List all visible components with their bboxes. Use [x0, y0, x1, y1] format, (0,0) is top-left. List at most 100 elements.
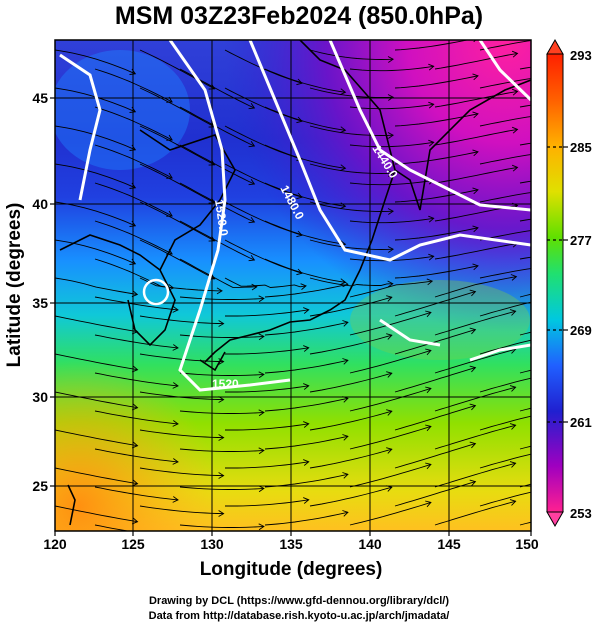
- streamline-arrowhead: [386, 333, 393, 340]
- streamline-arrowhead: [387, 246, 394, 253]
- streamline: [264, 182, 346, 207]
- streamline: [309, 87, 394, 98]
- streamline-arrowhead: [342, 472, 349, 479]
- streamline-arrowhead: [425, 500, 432, 508]
- streamline-arrowhead: [428, 253, 435, 261]
- streamline-arrowhead: [258, 409, 265, 417]
- streamline-arrowhead: [472, 111, 479, 119]
- streamline: [394, 367, 476, 393]
- streamline-arrowhead: [342, 396, 349, 403]
- streamline-arrowhead: [208, 235, 216, 242]
- streamline-arrowhead: [425, 386, 432, 394]
- streamline-arrowhead: [511, 88, 519, 96]
- streamline-arrowhead: [342, 434, 349, 441]
- streamline: [349, 349, 432, 374]
- x-tick: 130: [200, 536, 224, 552]
- x-tick: 145: [437, 536, 461, 552]
- streamline: [55, 429, 138, 447]
- streamline: [434, 128, 518, 146]
- plot-frame: [54, 39, 532, 532]
- streamline: [179, 258, 257, 288]
- streamline-arrowhead: [218, 472, 225, 479]
- streamline: [55, 239, 136, 265]
- streamline: [225, 347, 309, 355]
- y-tick-labels: 25 30 35 40 45: [32, 90, 48, 494]
- streamline: [139, 505, 224, 515]
- streamline: [434, 276, 517, 298]
- streamline: [94, 524, 131, 531]
- streamline: [394, 227, 479, 241]
- streamline: [479, 230, 531, 241]
- streamline: [434, 462, 516, 488]
- wind-streamlines: [55, 40, 531, 531]
- y-tick: 25: [32, 478, 48, 494]
- y-tick: 30: [32, 389, 48, 405]
- colorbar-top-arrow: [546, 38, 564, 55]
- x-tick: 135: [279, 536, 303, 552]
- streamline-arrowhead: [303, 345, 310, 352]
- streamline-arrowhead: [509, 423, 517, 430]
- streamline-arrowhead: [425, 310, 432, 318]
- streamline: [264, 473, 348, 488]
- x-tick-labels: 120 125 130 135 140 145 150: [43, 536, 539, 552]
- streamline: [139, 353, 224, 363]
- streamline-arrowhead: [131, 327, 139, 335]
- streamline: [309, 163, 394, 174]
- streamline: [394, 189, 479, 203]
- streamline-arrowhead: [510, 274, 518, 281]
- streamline: [224, 277, 307, 288]
- streamline: [479, 268, 531, 279]
- height-contours: [59, 40, 531, 392]
- streamline: [179, 486, 264, 490]
- streamline: [349, 141, 434, 148]
- streamline-arrowhead: [426, 278, 434, 286]
- streamline: [225, 423, 309, 431]
- streamline-arrowhead: [342, 358, 349, 365]
- streamline: [479, 40, 531, 51]
- streamline-arrowhead: [251, 283, 258, 291]
- streamline-arrowhead: [425, 424, 432, 432]
- y-tick: 40: [32, 196, 48, 212]
- streamline: [394, 113, 479, 127]
- x-axis-title: Longitude (degrees): [200, 559, 383, 580]
- streamline: [394, 265, 479, 279]
- streamline: [309, 486, 392, 507]
- streamline: [264, 106, 346, 131]
- streamline: [225, 309, 309, 317]
- colorbar-bottom-arrow: [546, 511, 564, 528]
- streamline-arrowhead: [387, 280, 394, 288]
- streamline-arrowhead: [129, 182, 137, 189]
- credit-data: Data from http://database.rish.kyoto-u.a…: [149, 610, 450, 622]
- streamline-arrowhead: [208, 83, 216, 90]
- streamline: [349, 65, 434, 72]
- streamline: [309, 334, 392, 355]
- streamline: [479, 339, 531, 355]
- x-tick-marks: [54, 531, 532, 536]
- streamline-arrowhead: [129, 106, 137, 113]
- streamline-arrowhead: [339, 126, 347, 134]
- streamline: [55, 353, 138, 371]
- streamline: [349, 463, 432, 488]
- streamline: [179, 68, 255, 109]
- streamline: [264, 68, 346, 93]
- streamline-arrowhead: [218, 320, 225, 327]
- colorbar-tick: 293: [570, 48, 592, 63]
- colorbar-tick-marks: [547, 146, 568, 423]
- streamline-arrowhead: [387, 132, 394, 139]
- streamline-arrowhead: [386, 295, 393, 302]
- streamline: [139, 125, 215, 166]
- streamline-arrowhead: [216, 287, 223, 295]
- streamline: [349, 425, 432, 450]
- streamline-arrowhead: [342, 280, 349, 288]
- streamline-arrowhead: [509, 309, 517, 316]
- streamline-arrowhead: [472, 149, 479, 157]
- colorbar-tick: 253: [570, 506, 592, 521]
- streamline-arrowhead: [248, 178, 256, 186]
- streamline-arrowhead: [303, 497, 310, 504]
- streamline-arrowhead: [469, 479, 477, 487]
- streamline: [139, 87, 215, 128]
- streamline-arrowhead: [248, 140, 256, 148]
- colorbar-scale: [546, 53, 564, 513]
- streamline-arrowhead: [386, 371, 393, 378]
- streamline: [179, 182, 255, 223]
